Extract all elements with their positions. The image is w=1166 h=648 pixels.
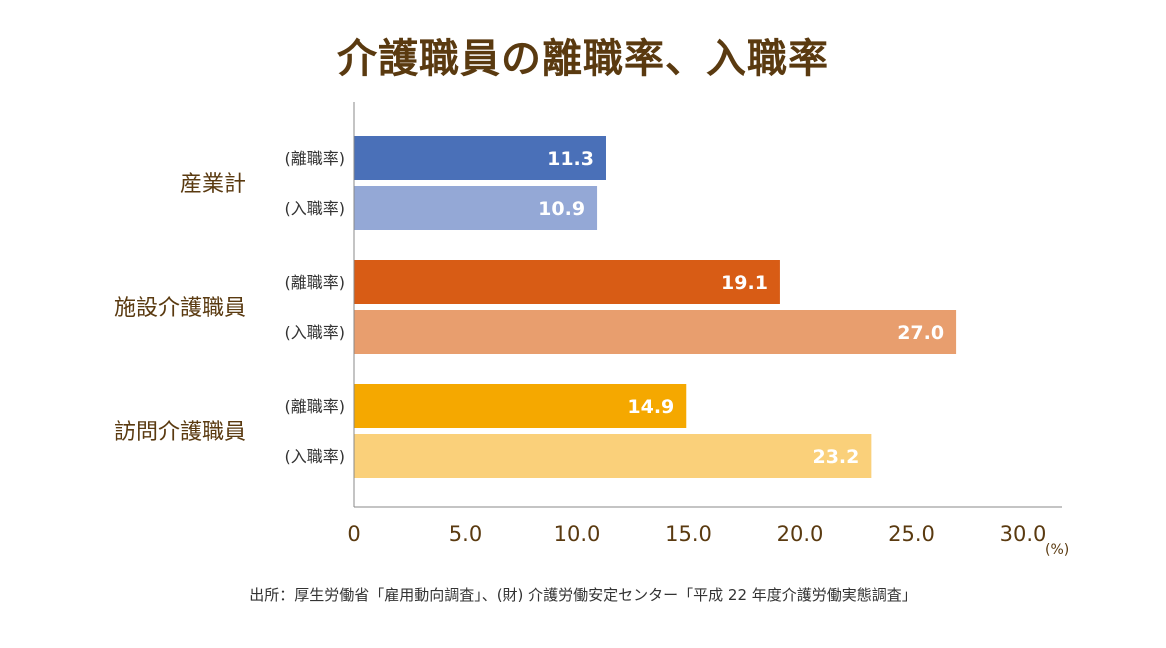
- x-tick-label: 10.0: [554, 522, 601, 546]
- bar-sub-label: (入職率): [285, 447, 346, 466]
- bar-value-label: 19.1: [721, 272, 768, 294]
- source-note: 出所：厚生労働省「雇用動向調査」、(財) 介護労働安定センター「平成 22 年度…: [249, 586, 917, 604]
- x-ticks-group: 0 5.0 10.0 15.0 20.0 25.0 30.0(%): [347, 522, 1069, 558]
- bar-3-separation: [354, 384, 687, 428]
- chart-title: 介護職員の離職率、入職率: [337, 36, 829, 82]
- x-tick-label: 25.0: [888, 522, 935, 546]
- bar-2-separation: [354, 260, 780, 304]
- bar-1-hiring: [354, 186, 598, 230]
- x-tick-label: 15.0: [665, 522, 712, 546]
- bar-1-separation: [354, 136, 606, 180]
- bars-group: 11.3 10.9 19.1 27.0 14.9 23.2: [354, 136, 957, 478]
- bar-chart: 11.310.919.127.014.923.2 (離職率)(入職率)(離職率)…: [114, 102, 1069, 558]
- bar-value-label: 11.3: [547, 148, 594, 170]
- bar-value-label: 23.2: [812, 446, 859, 468]
- bar-sub-label: (入職率): [285, 323, 346, 342]
- bar-value-label: 10.9: [538, 198, 585, 220]
- x-tick-label: 20.0: [777, 522, 824, 546]
- bar-3-hiring: [354, 434, 872, 478]
- bar-2-hiring: [354, 310, 957, 354]
- x-unit-label: (%): [1045, 542, 1069, 558]
- labels-group: (離職率) (入職率) (離職率) (入職率) (離職率) (入職率) 産業計施設介護職員訪…: [114, 149, 345, 466]
- bar-sub-label: (離職率): [285, 273, 346, 292]
- category-label: 産業計: [180, 172, 246, 197]
- bar-sub-label: (入職率): [285, 199, 346, 218]
- x-tick-label: 5.0: [449, 522, 482, 546]
- x-tick-label: 0: [347, 522, 360, 546]
- x-tick-label: 30.0: [1000, 522, 1047, 546]
- bar-value-label: 27.0: [897, 322, 944, 344]
- category-label: 施設介護職員: [114, 296, 246, 321]
- category-label: 訪問介護職員: [114, 420, 246, 445]
- bar-sub-label: (離職率): [285, 397, 346, 416]
- bar-value-label: 14.9: [627, 396, 674, 418]
- bar-sub-label: (離職率): [285, 149, 346, 168]
